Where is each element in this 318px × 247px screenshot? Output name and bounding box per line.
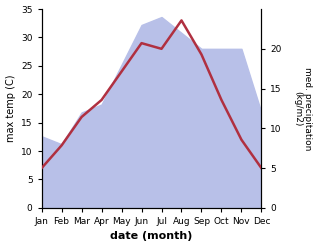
Y-axis label: med. precipitation
(kg/m2): med. precipitation (kg/m2)	[293, 67, 313, 150]
X-axis label: date (month): date (month)	[110, 231, 193, 242]
Y-axis label: max temp (C): max temp (C)	[5, 75, 16, 142]
